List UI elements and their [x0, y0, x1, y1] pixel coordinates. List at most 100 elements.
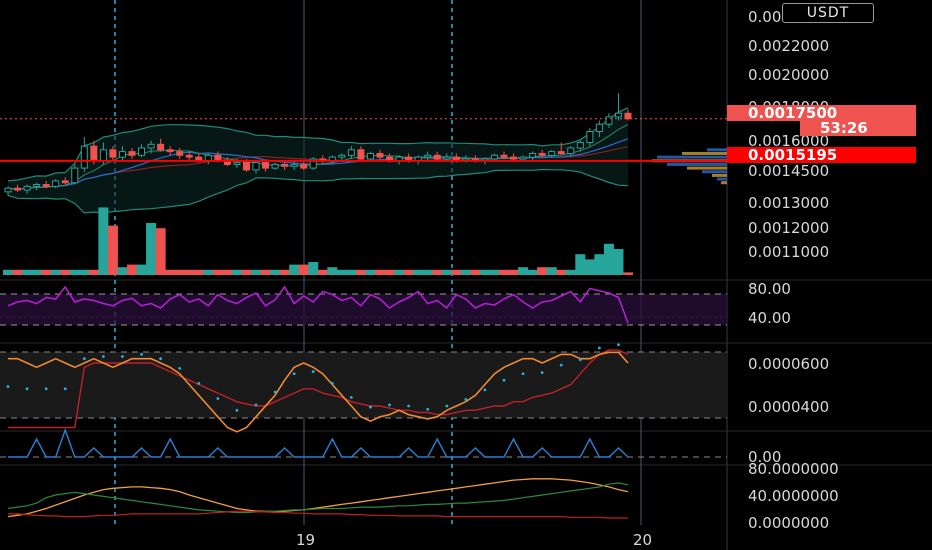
candle-body	[128, 151, 136, 156]
volume-bar	[308, 262, 319, 275]
candle-body	[614, 112, 622, 118]
stoch-dot	[369, 405, 372, 409]
adx-axis: 80.0000000 40.0000000 0.0000000	[748, 460, 839, 532]
time-axis[interactable]: 19 20	[296, 531, 652, 549]
stoch-dot	[330, 382, 334, 385]
stoch-signal-dots	[6, 343, 620, 412]
volume-bar	[565, 269, 576, 275]
volume-bar	[212, 269, 223, 275]
svg-text:0.0015195: 0.0015195	[748, 146, 837, 164]
volume-bar	[279, 269, 290, 275]
dplus-line	[7, 482, 629, 514]
volume-profile-bar	[702, 170, 727, 174]
stoch-dot	[426, 407, 430, 411]
candle-body	[519, 156, 527, 160]
stoch-dot	[273, 390, 277, 394]
candle-body	[61, 180, 69, 184]
stoch-dot	[445, 404, 449, 408]
candle-body	[33, 184, 41, 187]
svg-text:0.0000600: 0.0000600	[748, 355, 829, 373]
candle-body	[176, 151, 184, 156]
candle-body	[166, 149, 174, 153]
volume-bar	[69, 269, 80, 275]
volume-bar	[460, 269, 471, 275]
volume-bar	[22, 269, 33, 275]
price-tick: 0.0013000	[748, 194, 829, 212]
volume-bar	[60, 269, 71, 275]
candle-body	[281, 163, 289, 167]
candle-body	[118, 151, 126, 158]
volume-bar	[260, 269, 271, 275]
candle-body	[443, 156, 451, 160]
candle-body	[624, 112, 632, 120]
stoch-dot	[617, 343, 620, 347]
stoch-dot	[159, 357, 163, 361]
candle-body	[586, 131, 594, 143]
candle-body	[529, 152, 537, 158]
volume-bar	[527, 269, 538, 275]
svg-text:80.00: 80.00	[748, 280, 791, 298]
macd-line	[8, 427, 629, 458]
candle-body	[271, 163, 279, 169]
stoch-dot	[121, 355, 124, 358]
stoch-dot	[464, 398, 468, 401]
stoch-dot	[140, 353, 143, 356]
volume-bar	[403, 269, 414, 275]
volume-bar	[394, 269, 405, 275]
volume-bar	[3, 269, 13, 275]
stoch-dot	[6, 385, 10, 389]
svg-text:40.0000000: 40.0000000	[748, 487, 839, 505]
stoch-dot	[254, 403, 258, 407]
volume-bar	[355, 269, 366, 275]
stoch-dot	[349, 396, 353, 399]
volume-bar	[289, 264, 300, 275]
volume-bars	[3, 207, 633, 275]
volume-bar	[241, 269, 252, 275]
volume-bar	[251, 269, 261, 275]
candle-body	[376, 152, 384, 158]
volume-profile-bar	[667, 162, 727, 166]
stoch-dot	[82, 357, 86, 361]
candle-body	[595, 123, 603, 133]
candle-body	[538, 152, 546, 156]
svg-text:40.00: 40.00	[748, 309, 791, 327]
volume-bar	[336, 269, 347, 275]
time-label: 19	[296, 531, 315, 549]
candle-body	[157, 143, 165, 151]
candle-body	[262, 162, 270, 169]
volume-bar	[193, 269, 204, 275]
current-price-tag: 0.0017500	[727, 104, 916, 122]
stoch-band-fill	[0, 352, 727, 418]
stoch-d-line	[8, 349, 629, 429]
volume-bar	[537, 267, 548, 275]
volume-bar	[451, 269, 462, 275]
volume-bar	[603, 243, 614, 275]
volume-bar	[222, 269, 233, 275]
rsi-line	[7, 285, 629, 324]
candle-body	[14, 187, 22, 191]
candle-body	[309, 158, 317, 169]
price-tick: 0.0020000	[748, 66, 829, 84]
volume-bar	[117, 267, 128, 275]
candle-body	[99, 149, 107, 162]
candle-body	[147, 143, 155, 149]
volume-bar	[12, 269, 23, 275]
volume-bar	[441, 269, 452, 275]
candle-body	[233, 162, 241, 165]
volume-bar	[422, 269, 433, 275]
volume-bar	[432, 269, 443, 275]
volume-bar	[155, 228, 166, 275]
volume-bar	[499, 269, 509, 275]
volume-profile-bar	[721, 181, 727, 185]
volume-bar	[623, 272, 633, 275]
stoch-dot	[521, 372, 525, 376]
stoch-dot	[235, 408, 239, 412]
currency-label[interactable]: USDT	[782, 3, 874, 23]
candle-body	[605, 116, 613, 125]
stoch-dot	[407, 404, 411, 408]
stoch-dot	[540, 371, 544, 375]
stoch-dot	[578, 358, 582, 362]
volume-bar	[575, 254, 586, 275]
stoch-dot	[197, 382, 201, 385]
